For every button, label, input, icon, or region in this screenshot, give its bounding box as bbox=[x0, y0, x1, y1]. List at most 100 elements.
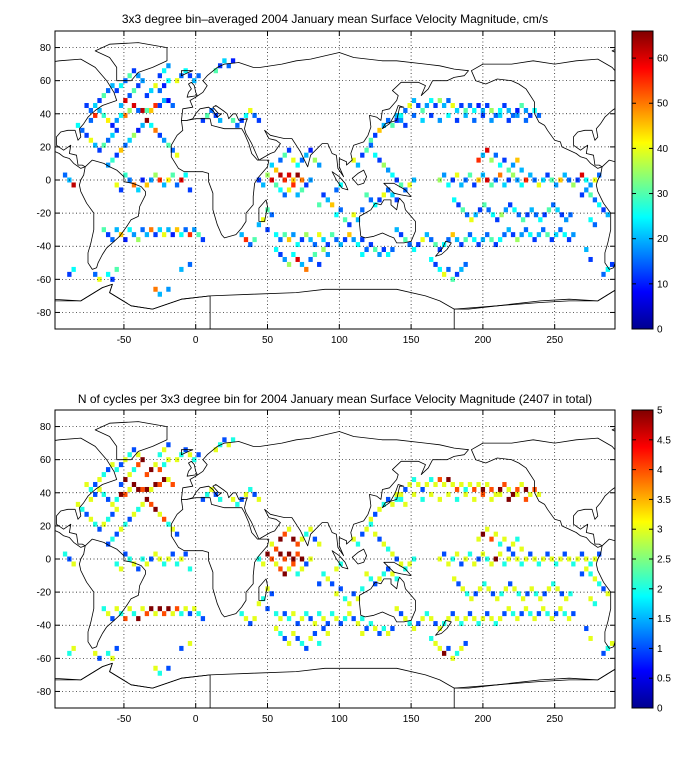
heatmap-cell bbox=[480, 616, 486, 622]
heatmap-cell bbox=[373, 511, 378, 517]
heatmap-cell bbox=[463, 491, 468, 497]
heatmap-cell bbox=[97, 107, 102, 113]
heatmap-cell bbox=[110, 462, 115, 468]
heatmap-cell bbox=[105, 611, 111, 617]
heatmap-cell bbox=[472, 486, 477, 492]
heatmap-cell bbox=[584, 177, 589, 183]
heatmap-cell bbox=[446, 645, 451, 651]
heatmap-cell bbox=[123, 616, 128, 622]
heatmap-cell bbox=[551, 202, 556, 208]
heatmap-cell bbox=[558, 177, 563, 183]
heatmap-cell bbox=[304, 266, 309, 272]
heatmap-cell bbox=[157, 73, 162, 79]
heatmap-cell bbox=[519, 546, 524, 552]
heatmap-cell bbox=[381, 501, 386, 507]
heatmap-cell bbox=[291, 611, 296, 617]
heatmap-cell bbox=[105, 516, 111, 522]
heatmap-cell bbox=[562, 611, 567, 617]
heatmap-cell bbox=[489, 157, 494, 163]
heatmap-cell bbox=[525, 212, 530, 218]
heatmap-cell bbox=[515, 486, 520, 492]
heatmap-cell bbox=[166, 227, 171, 233]
heatmap-cell bbox=[317, 611, 322, 617]
heatmap-cell bbox=[299, 566, 305, 572]
heatmap-cell bbox=[429, 491, 434, 497]
heatmap-cell bbox=[566, 616, 572, 622]
land-outline bbox=[94, 421, 168, 461]
y-tick-label: -60 bbox=[37, 275, 52, 286]
heatmap-cell bbox=[398, 496, 404, 502]
land-outline bbox=[170, 497, 270, 618]
heatmap-cell bbox=[515, 491, 520, 497]
heatmap-cell bbox=[101, 112, 106, 118]
heatmap-cell bbox=[588, 561, 593, 567]
heatmap-cell bbox=[390, 247, 395, 253]
heatmap-cell bbox=[187, 261, 193, 267]
heatmap-cell bbox=[420, 496, 425, 502]
heatmap-cell bbox=[308, 256, 313, 262]
heatmap-cell bbox=[510, 232, 516, 238]
heatmap-cell bbox=[62, 551, 68, 557]
heatmap-cell bbox=[579, 172, 585, 178]
heatmap-cell bbox=[321, 192, 326, 198]
heatmap-cell bbox=[166, 177, 171, 183]
heatmap-cell bbox=[282, 256, 287, 262]
heatmap-cell bbox=[493, 177, 498, 183]
heatmap-cell bbox=[489, 616, 494, 622]
heatmap-cell bbox=[571, 182, 576, 188]
heatmap-cell bbox=[441, 172, 447, 178]
heatmap-cell bbox=[420, 107, 425, 113]
heatmap-cell bbox=[144, 93, 150, 99]
heatmap-cell bbox=[355, 162, 361, 168]
land-outline bbox=[55, 662, 615, 708]
heatmap-cell bbox=[433, 640, 438, 646]
y-tick-label: 0 bbox=[45, 555, 51, 566]
heatmap-cell bbox=[118, 83, 124, 89]
heatmap-cell bbox=[131, 611, 137, 617]
heatmap-cell bbox=[450, 177, 455, 183]
heatmap-cell bbox=[437, 477, 442, 483]
heatmap-cell bbox=[566, 556, 572, 562]
heatmap-cell bbox=[411, 556, 417, 562]
heatmap-cell bbox=[84, 482, 89, 487]
colorbar-tick-label: 2 bbox=[657, 584, 663, 595]
heatmap-cell bbox=[411, 491, 417, 497]
heatmap-cell bbox=[291, 232, 296, 238]
heatmap-cell bbox=[407, 103, 412, 108]
heatmap-cell bbox=[597, 551, 602, 557]
heatmap-cell bbox=[429, 112, 434, 118]
heatmap-cell bbox=[394, 606, 399, 612]
heatmap-cell bbox=[127, 472, 132, 478]
heatmap-cell bbox=[497, 491, 503, 497]
heatmap-cell bbox=[403, 237, 408, 243]
heatmap-cell bbox=[360, 237, 365, 243]
heatmap-cell bbox=[179, 232, 184, 238]
heatmap-cell bbox=[533, 591, 539, 597]
heatmap-cell bbox=[97, 98, 102, 104]
heatmap-cell bbox=[467, 482, 473, 487]
heatmap-cell bbox=[533, 212, 539, 218]
heatmap-cell bbox=[342, 237, 348, 243]
heatmap-cell bbox=[506, 167, 511, 173]
heatmap-cell bbox=[516, 591, 521, 597]
heatmap-cell bbox=[239, 496, 244, 502]
y-axis: -80 -60 -40 -20 0 20 40 60 80 bbox=[37, 43, 615, 319]
heatmap-cell bbox=[454, 237, 460, 243]
heatmap-cell bbox=[118, 147, 124, 153]
heatmap-cell bbox=[75, 122, 81, 128]
heatmap-cell bbox=[110, 655, 115, 661]
heatmap-cell bbox=[105, 232, 111, 238]
heatmap-cell bbox=[286, 147, 292, 153]
heatmap-cell bbox=[381, 626, 386, 632]
heatmap-cell bbox=[480, 486, 486, 492]
heatmap-cell bbox=[166, 286, 171, 292]
heatmap-cell bbox=[131, 132, 137, 138]
heatmap-cell bbox=[278, 252, 283, 257]
heatmap-cell bbox=[196, 232, 201, 238]
heatmap-cell bbox=[131, 561, 137, 567]
heatmap-cell bbox=[286, 566, 292, 572]
heatmap-cell bbox=[291, 561, 296, 567]
y-tick-label: -20 bbox=[37, 588, 52, 599]
heatmap-cell bbox=[441, 482, 447, 487]
heatmap-cell bbox=[351, 157, 356, 163]
